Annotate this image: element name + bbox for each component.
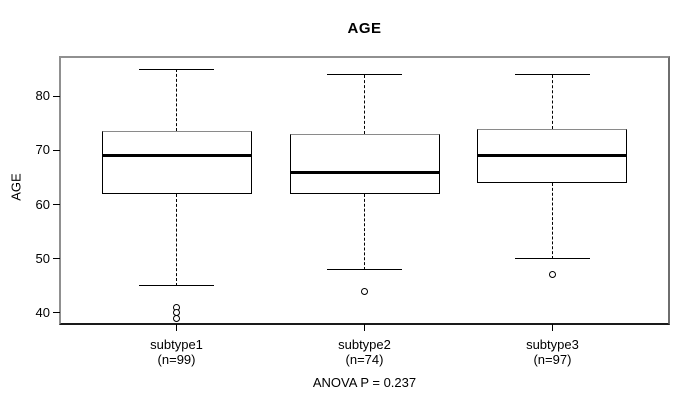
group-label: subtype3 (n=97) [458,337,646,368]
upper-whisker-line [176,69,178,132]
group-name: subtype2 [338,337,391,352]
iqr-box [289,134,440,194]
y-tick-mark [53,258,60,260]
upper-whisker-cap [514,74,590,76]
group-name: subtype3 [526,337,579,352]
median-line [289,170,440,174]
outlier-point [173,314,181,322]
y-tick-label: 80 [35,88,50,104]
iqr-box [101,131,252,194]
lower-whisker-cap [139,285,215,287]
upper-whisker-cap [327,74,402,76]
outlier-point [361,287,368,295]
median-line [101,154,252,158]
group-n: (n=99) [157,352,196,368]
anova-note: ANOVA P = 0.237 [312,375,417,390]
median-line [477,154,628,158]
y-axis-title: AGE [8,173,24,201]
lower-whisker-cap [327,269,402,271]
y-tick-mark [53,149,60,151]
y-tick-mark [53,312,60,314]
group-label: subtype1 (n=99) [83,337,271,368]
upper-whisker-line [551,74,553,129]
lower-whisker-line [551,182,553,259]
y-tick-label: 70 [35,142,50,158]
x-tick-mark [176,324,178,331]
x-tick-mark [551,324,553,331]
y-tick-label: 40 [35,304,50,320]
outlier-point [548,271,556,279]
group-n: (n=97) [533,352,572,368]
chart-title: AGE [347,20,382,37]
lower-whisker-line [364,193,365,270]
lower-whisker-line [176,193,178,286]
x-tick-mark [364,324,365,331]
group-n: (n=74) [345,352,384,368]
upper-whisker-line [364,74,365,135]
y-tick-label: 50 [35,250,50,266]
lower-whisker-cap [514,258,590,260]
y-tick-mark [53,95,60,97]
group-name: subtype1 [150,337,203,352]
y-tick-mark [53,204,60,206]
group-label: subtype2 (n=74) [271,337,459,368]
upper-whisker-cap [139,68,215,70]
y-tick-label: 60 [35,196,50,212]
